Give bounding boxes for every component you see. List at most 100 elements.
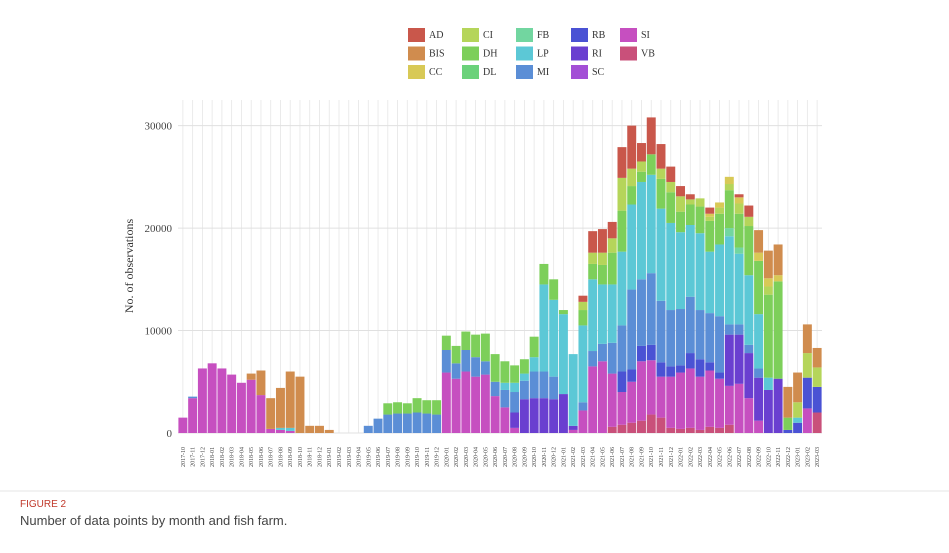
- bar-segment: [637, 345, 646, 362]
- bar-segment: [217, 368, 227, 433]
- bar-segment: [617, 177, 627, 211]
- bar-segment: [451, 363, 461, 379]
- bar-segment: [705, 370, 715, 427]
- x-tick-label: 2022-10: [766, 447, 772, 467]
- x-tick-label: 2021-08: [630, 447, 636, 467]
- bar-segment: [627, 186, 637, 205]
- bar-segment: [773, 378, 783, 433]
- bar-segment: [637, 420, 646, 433]
- y-axis-label: No. of observations: [122, 219, 136, 314]
- legend-label: MI: [537, 67, 549, 78]
- figure-label: FIGURE 2: [20, 499, 67, 510]
- x-tick-label: 2021-04: [591, 447, 597, 467]
- bar-segment: [802, 408, 812, 433]
- bar-segment: [812, 386, 822, 413]
- x-tick-label: 2019-04: [357, 447, 363, 467]
- bar-segment: [227, 374, 237, 433]
- bar-segment: [783, 429, 793, 433]
- bar-segment: [685, 199, 695, 205]
- bar-segment: [705, 207, 715, 214]
- x-tick-label: 2021-06: [610, 447, 616, 467]
- x-tick-label: 2023-03: [815, 447, 821, 467]
- bar-segment: [734, 383, 744, 433]
- bar-segment: [744, 344, 754, 354]
- bar-segment: [656, 417, 666, 433]
- bar-segment: [715, 316, 725, 373]
- x-tick-label: 2020-12: [552, 447, 558, 467]
- bar-segment: [266, 428, 276, 433]
- bar-segment: [783, 386, 793, 418]
- bar-segment: [617, 424, 627, 433]
- bar-segment: [705, 213, 715, 217]
- x-tick-label: 2018-09: [288, 447, 294, 467]
- bar-segment: [676, 365, 685, 373]
- bar-segment: [500, 361, 510, 383]
- bar-segment: [754, 230, 764, 253]
- bar-segment: [178, 417, 188, 433]
- x-tick-label: 2022-02: [688, 447, 694, 467]
- bar-segment: [471, 357, 481, 377]
- bar-segment: [695, 206, 705, 234]
- bar-segment: [754, 368, 764, 378]
- bar-segment: [715, 378, 725, 428]
- x-tick-label: 2018-05: [249, 447, 255, 467]
- bar-segment: [588, 231, 598, 253]
- bar-segment: [422, 400, 432, 414]
- bar-segment: [393, 413, 403, 433]
- bar-segment: [500, 382, 510, 390]
- bar-segment: [305, 425, 315, 433]
- x-tick-label: 2018-11: [308, 447, 314, 467]
- bar-segment: [529, 371, 539, 399]
- bar-segment: [188, 396, 198, 399]
- legend-label: BIS: [429, 49, 445, 60]
- bar-segment: [558, 310, 568, 315]
- bar-segment: [285, 371, 295, 428]
- bar-segment: [578, 402, 588, 411]
- bar-segment: [480, 333, 490, 362]
- bar-segment: [471, 334, 481, 358]
- bar-segment: [461, 350, 471, 372]
- legend-swatch: [516, 65, 533, 79]
- bar-segment: [588, 263, 598, 280]
- legend-label: CC: [429, 67, 443, 78]
- x-tick-label: 2018-12: [317, 447, 323, 467]
- bar-segment: [705, 251, 715, 314]
- bar-segment: [432, 414, 442, 433]
- x-tick-label: 2018-07: [269, 447, 275, 467]
- bar-segment: [656, 208, 666, 301]
- bar-segment: [383, 403, 393, 415]
- x-tick-label: 2021-05: [600, 447, 606, 467]
- bar-segment: [676, 196, 685, 212]
- bar-segment: [588, 252, 598, 264]
- bar-segment: [324, 429, 334, 433]
- x-tick-label: 2019-05: [366, 447, 372, 467]
- legend-swatch: [571, 28, 588, 42]
- bar-segment: [705, 216, 715, 221]
- bar-segment: [705, 362, 715, 371]
- bar-segment: [207, 363, 217, 433]
- bar-segment: [412, 398, 422, 413]
- bar-segment: [666, 366, 676, 377]
- x-tick-label: 2021-12: [669, 447, 675, 467]
- x-tick-label: 2021-11: [659, 447, 665, 467]
- bar-segment: [812, 347, 822, 368]
- bar-segment: [617, 210, 627, 252]
- bar-segment: [266, 398, 276, 429]
- bar-segment: [315, 425, 324, 433]
- legend-label: DL: [483, 67, 496, 78]
- bar-segment: [627, 381, 637, 423]
- x-tick-label: 2019-08: [396, 447, 402, 467]
- bar-segment: [793, 422, 803, 433]
- x-tick-label: 2022-04: [708, 447, 714, 467]
- bar-segment: [754, 420, 764, 433]
- bar-segment: [685, 368, 695, 428]
- legend-label: SC: [592, 67, 605, 78]
- bar-segment: [715, 427, 725, 433]
- bar-segment: [539, 263, 549, 285]
- legend-label: SI: [641, 30, 650, 41]
- bar-segment: [793, 372, 803, 403]
- legend-label: DH: [483, 49, 497, 60]
- bar-segment: [578, 325, 588, 403]
- bar-segment: [646, 414, 656, 433]
- legend-swatch: [408, 28, 425, 42]
